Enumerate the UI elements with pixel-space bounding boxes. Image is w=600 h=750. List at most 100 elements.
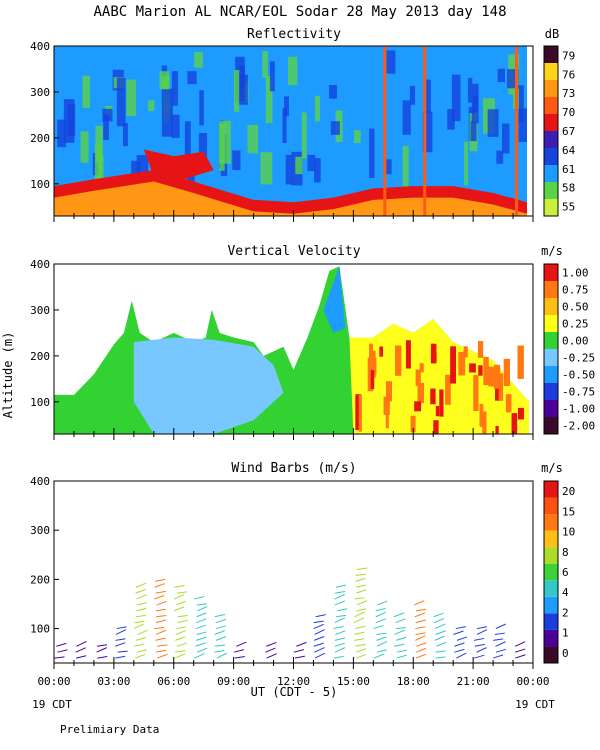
wind-barb [395, 618, 406, 624]
wind-barb [393, 643, 405, 647]
wind-barb [157, 653, 168, 659]
colorbar-tick-label: 0 [562, 647, 569, 660]
reflectivity-cell [102, 108, 113, 122]
wind-barb [454, 648, 465, 653]
reflectivity-cell [285, 154, 292, 185]
colorbar-tick-label: 61 [562, 163, 575, 176]
reflectivity-cell [282, 108, 287, 143]
wind-barb [136, 602, 147, 606]
y-tick-label: 200 [30, 132, 50, 145]
colorbar-swatch [544, 114, 558, 131]
reflectivity-cell [103, 114, 109, 140]
wind-barb [154, 595, 165, 600]
reflectivity-cell [269, 61, 275, 92]
colorbar-swatch [544, 596, 558, 614]
wind-barb [136, 594, 147, 600]
wind-barb [335, 630, 346, 635]
colorbar-swatch [544, 497, 558, 515]
colorbar-swatch [544, 80, 558, 97]
right-date-label: 19 CDT [515, 698, 555, 711]
wind-barb [435, 650, 446, 653]
vertical-velocity-panel: Vertical Velocity m/s Altitude (m) 100 20… [1, 244, 595, 440]
wind-barbs-plot: 100 200 300 400 00:00 03:00 06:00 09:00 12:00 15:… [30, 475, 549, 688]
colorbar-swatch [544, 580, 558, 597]
wind-barb [356, 608, 367, 612]
wind-barb [175, 636, 186, 641]
wind-barb [75, 647, 86, 653]
wind-barb [337, 608, 348, 612]
wind-barb [133, 623, 145, 630]
colorbar-swatch [544, 349, 558, 366]
wind-barb [177, 619, 188, 624]
colorbar-tick-label: -0.25 [562, 352, 595, 365]
wind-barb [495, 648, 507, 653]
wind-barb [355, 584, 367, 588]
wind-barb [474, 654, 485, 659]
wind-barb [155, 578, 166, 582]
reflectivity-cell [232, 150, 241, 171]
reflectivity-cell [501, 123, 510, 154]
plot-frame [53, 480, 534, 664]
colorbar-tick-label: -2.00 [562, 420, 595, 433]
updraft-streak [410, 415, 416, 433]
reflectivity-cell [402, 100, 411, 135]
wind-barb [156, 615, 167, 618]
updraft-streak [450, 346, 456, 384]
updraft-streak [439, 389, 444, 417]
wind-barb [216, 652, 228, 659]
wind-barb [356, 653, 367, 659]
wind-barb [314, 652, 326, 659]
preliminary-note: Prelimiary Data [60, 723, 159, 736]
wind-barb [54, 656, 65, 659]
reflectivity-cell [80, 131, 89, 163]
updraft-streak [479, 403, 484, 427]
wind-barb [197, 606, 208, 612]
reflectivity-cell [385, 159, 392, 175]
wind-barb [356, 589, 367, 594]
reflectivity-cell [507, 69, 519, 89]
wind-barb [456, 652, 467, 659]
vertical-velocity-title: Vertical Velocity [227, 244, 360, 259]
y-tick-label: 400 [30, 475, 50, 488]
x-tick-label: 00:00 [516, 675, 549, 688]
figure-title: AABC Marion AL NCAR/EOL Sodar 28 May 201… [93, 4, 506, 20]
colorbar-swatch [544, 530, 558, 548]
wind-barb [355, 573, 366, 576]
updraft-streak [517, 345, 524, 379]
reflectivity-cell [116, 77, 126, 127]
wind-barb [435, 623, 446, 630]
colorbar-tick-label: 20 [562, 485, 575, 498]
wind-barb [476, 647, 487, 653]
wind-barb [96, 644, 108, 647]
colorbar-tick-label: 15 [562, 505, 575, 518]
reflectivity-cell [94, 144, 102, 192]
x-tick-label: 12:00 [277, 675, 310, 688]
wind-barb [195, 624, 207, 630]
x-tick-label: 00:00 [37, 675, 70, 688]
reflectivity-cell [467, 77, 473, 103]
colorbar-tick-label: 0.00 [562, 335, 589, 348]
colorbar-swatch [544, 481, 558, 498]
wind-barb [115, 655, 126, 659]
wind-barb [313, 620, 324, 624]
wind-barb [495, 641, 506, 647]
reflectivity-cell [57, 119, 66, 148]
colorbar-swatch [544, 366, 558, 383]
reflectivity-cell [464, 141, 469, 186]
reflectivity-plot: 100 200 300 400 [30, 40, 534, 222]
vertical-velocity-plot: 100 200 300 400 [30, 258, 534, 440]
colorbar-swatch [544, 400, 558, 417]
updraft-streak [488, 366, 495, 387]
updraft-streak [477, 341, 484, 358]
wind-barb [293, 649, 304, 653]
updraft-streak [503, 358, 510, 386]
updraft-streak [369, 343, 373, 362]
wind-barb [196, 631, 207, 635]
updraft-streak [419, 363, 424, 373]
wind-barb [135, 589, 146, 594]
reflectivity-cell [518, 85, 524, 123]
updraft-streak [405, 340, 411, 369]
colorbar-swatch [544, 613, 558, 630]
y-tick-label: 300 [30, 304, 50, 317]
